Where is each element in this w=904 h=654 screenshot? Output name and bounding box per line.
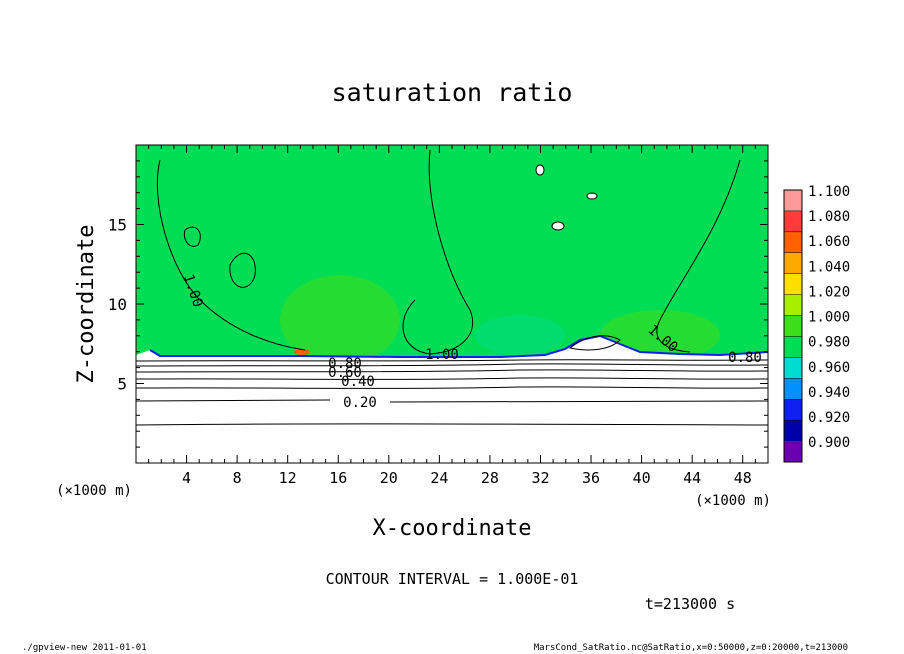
contour-label: 0.80 xyxy=(328,356,362,372)
x-axis: 4 8 12 16 20 24 28 32 36 40 44 48 xyxy=(148,145,756,487)
contour-lines xyxy=(136,149,768,426)
colorbar: 1.100 1.080 1.060 1.040 1.020 1.000 0.980 0.960… xyxy=(783,184,850,463)
x-axis-unit: (×1000 m) xyxy=(695,493,771,509)
contour-label: 1.00 xyxy=(425,347,459,363)
colorbar-swatch xyxy=(784,357,802,379)
small-feature xyxy=(551,221,565,231)
colorbar-label: 1.000 xyxy=(808,310,850,326)
colorbar-label: 0.960 xyxy=(808,360,850,376)
x-tick-label: 20 xyxy=(380,469,398,487)
x-tick-label: 28 xyxy=(481,469,499,487)
contour-line xyxy=(229,252,256,288)
colorbar-swatch xyxy=(784,231,802,254)
x-tick-label: 16 xyxy=(329,469,347,487)
x-tick-label: 12 xyxy=(279,469,297,487)
field-subsaturated xyxy=(136,336,768,463)
colorbar-label: 0.900 xyxy=(808,435,850,451)
x-tick-label: 48 xyxy=(734,469,752,487)
contour-line xyxy=(568,335,621,351)
field-patch xyxy=(475,315,565,355)
x-tick-label: 36 xyxy=(582,469,600,487)
contour-line xyxy=(136,359,768,362)
footer-left: ./gpview-new 2011-01-01 xyxy=(22,643,147,653)
contour-label: 0.20 xyxy=(343,395,377,411)
x-tick-label: 44 xyxy=(683,469,701,487)
contour-line xyxy=(136,377,768,380)
colorbar-label: 1.060 xyxy=(808,234,850,250)
colorbar-label: 0.940 xyxy=(808,385,850,401)
y-tick-label: 5 xyxy=(117,375,127,394)
colorbar-swatch xyxy=(784,441,802,463)
colorbar-label: 1.020 xyxy=(808,284,850,300)
colorbar-swatch xyxy=(784,210,802,233)
colorbar-frame xyxy=(783,189,803,463)
y-axis-title: Z-coordinate xyxy=(74,225,99,384)
small-feature xyxy=(535,164,545,176)
contour-line xyxy=(402,149,474,355)
small-features xyxy=(535,164,598,231)
footer-right: MarsCond_SatRatio.nc@SatRatio,x=0:50000,… xyxy=(534,643,848,653)
x-tick-label: 4 xyxy=(182,469,191,487)
colorbar-swatch xyxy=(784,315,802,337)
contour-line xyxy=(183,226,201,247)
colorbar-label: 1.080 xyxy=(808,209,850,225)
colorbar-label: 0.980 xyxy=(808,335,850,351)
contour-interval-text: CONTOUR INTERVAL = 1.000E-01 xyxy=(326,570,579,588)
colorbar-swatch xyxy=(784,399,802,421)
contour-line xyxy=(136,386,768,389)
small-feature xyxy=(586,192,598,200)
colorbar-swatch xyxy=(784,190,802,212)
chart-title: saturation ratio xyxy=(332,78,573,107)
colorbar-label: 0.920 xyxy=(808,410,850,426)
y-axis: 5 10 15 xyxy=(108,160,768,448)
contour-line xyxy=(136,423,768,426)
contour-label: 0.80 xyxy=(728,350,762,366)
x-tick-label: 24 xyxy=(430,469,448,487)
colorbar-swatch xyxy=(784,273,802,296)
x-tick-label: 32 xyxy=(531,469,549,487)
time-text: t=213000 s xyxy=(645,595,735,613)
x-tick-label: 40 xyxy=(633,469,651,487)
field-spot xyxy=(294,349,310,355)
condensation-edge xyxy=(149,334,768,358)
colorbar-label: 1.040 xyxy=(808,259,850,275)
colorbar-swatch xyxy=(784,252,802,275)
y-tick-label: 15 xyxy=(108,216,127,235)
x-tick-label: 8 xyxy=(233,469,242,487)
x-axis-title: X-coordinate xyxy=(373,516,532,541)
colorbar-swatch xyxy=(784,378,802,400)
y-tick-label: 10 xyxy=(108,295,127,314)
contour-line xyxy=(136,369,768,373)
field-patch xyxy=(280,275,400,365)
contour-label: 0.40 xyxy=(341,374,375,390)
colorbar-swatch xyxy=(784,420,802,442)
contour-line xyxy=(136,399,768,403)
contour-line xyxy=(156,159,306,351)
colorbar-label: 1.100 xyxy=(808,184,850,200)
colorbar-swatch xyxy=(784,294,802,317)
y-axis-unit: (×1000 m) xyxy=(56,483,132,499)
contour-line xyxy=(136,363,768,367)
contour-label: 0.60 xyxy=(328,365,362,381)
contour-line xyxy=(656,159,741,353)
colorbar-swatch xyxy=(784,336,802,358)
